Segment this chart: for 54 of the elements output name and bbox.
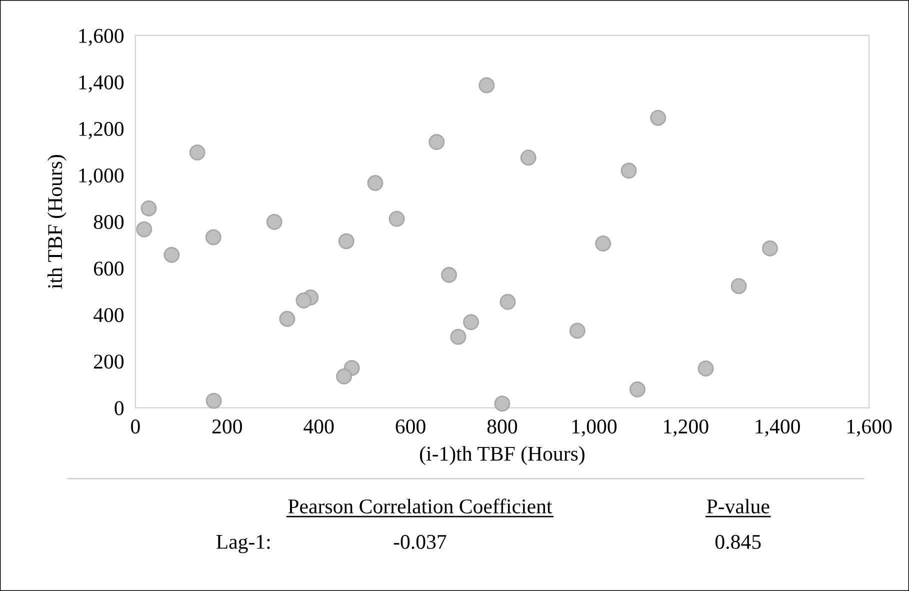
point [595, 236, 612, 252]
y-tick-label: 1,400 [79, 75, 124, 92]
x-tick-label: 1,600 [847, 420, 892, 437]
point [620, 162, 637, 179]
point [463, 314, 480, 330]
point [189, 144, 206, 160]
point [698, 360, 714, 376]
y-tick-label: 800 [94, 215, 124, 230]
point [338, 233, 354, 250]
x-tick-label: 600 [396, 420, 426, 434]
y-tick-label: 200 [94, 354, 124, 369]
point [500, 294, 516, 310]
point [730, 278, 747, 294]
x-tick-label: 200 [212, 420, 242, 434]
point [569, 322, 586, 339]
x-axis-title: (i-1)th TBF (Hours) [420, 446, 584, 466]
x-tick-label: 0 [131, 420, 140, 434]
x-tick-label: 1,000 [572, 420, 617, 437]
y-tick-label: 1,200 [79, 122, 124, 139]
text: -0.037 [394, 534, 446, 550]
point [450, 328, 466, 345]
y-axis-title: ith TBF (Hours) [47, 155, 66, 289]
y-tick-label: 400 [93, 308, 124, 322]
point [629, 381, 646, 398]
point [205, 229, 222, 246]
point [279, 310, 296, 327]
point [388, 210, 405, 227]
x-tick-label: 1,400 [756, 420, 800, 437]
point [650, 110, 666, 126]
x-tick-label: 800 [487, 420, 518, 434]
point [494, 396, 510, 412]
point [336, 368, 352, 384]
y-tick-label: 600 [94, 262, 124, 276]
y-tick-label: 0 [114, 401, 124, 416]
point [164, 246, 180, 263]
point [296, 292, 312, 308]
y-tick-label: 1,600 [79, 28, 124, 46]
text: 0.845 [715, 534, 761, 550]
text: Lag-1: [216, 534, 270, 554]
text: Pearson Correlation Coefficient [288, 498, 552, 514]
point [266, 214, 282, 230]
x-tick-label: 1,200 [664, 420, 708, 437]
point [136, 221, 152, 238]
point [140, 200, 157, 216]
point [428, 134, 445, 150]
point [478, 77, 495, 94]
point [762, 240, 778, 256]
y-tick-label: 1,000 [79, 168, 124, 186]
point [367, 175, 384, 191]
point [441, 266, 458, 283]
text: P-value [706, 498, 770, 514]
point [206, 392, 222, 409]
x-tick-label: 400 [304, 420, 334, 434]
point [520, 150, 536, 166]
